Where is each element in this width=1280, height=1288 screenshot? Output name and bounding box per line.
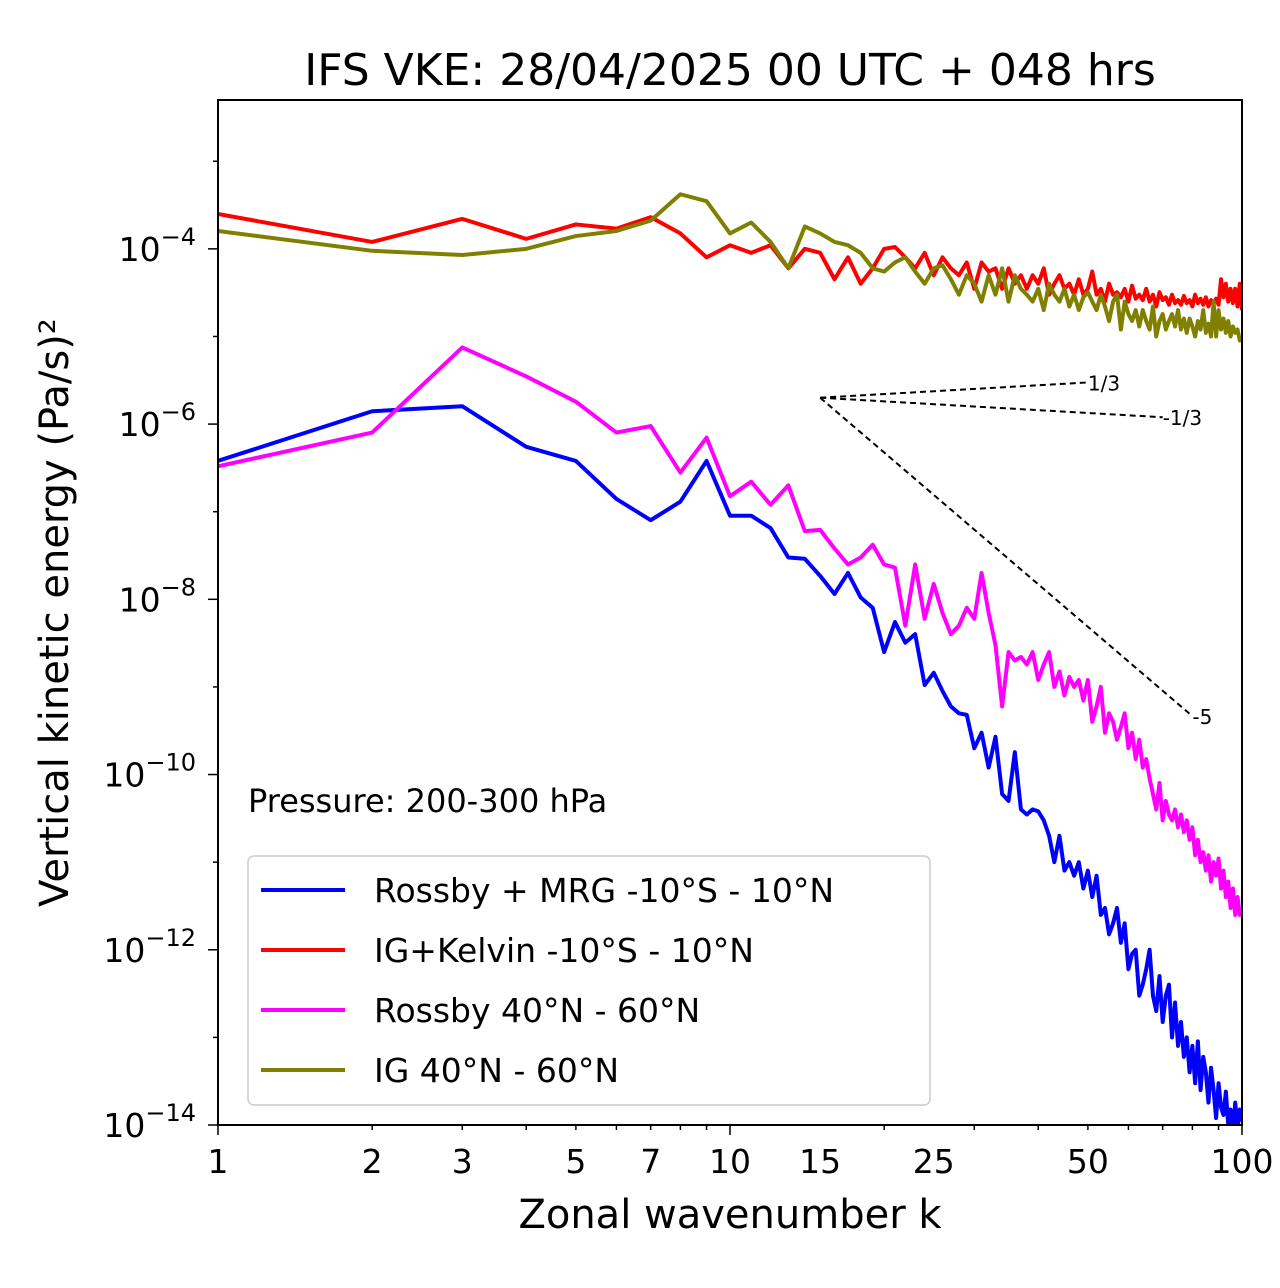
legend: Rossby + MRG -10°S - 10°N IG+Kelvin -10°…	[247, 855, 931, 1106]
x-tick-label: 5	[565, 1142, 586, 1181]
x-tick-label: 50	[1067, 1142, 1109, 1181]
x-tick-label: 25	[913, 1142, 955, 1181]
series-layer	[218, 192, 1242, 1125]
reference-slope-label-0: 1/3	[1088, 371, 1120, 395]
y-tick-label: 10−6	[119, 398, 196, 444]
y-tick-label: 10−4	[119, 223, 196, 269]
y-tick-label: 10−10	[103, 749, 196, 795]
reference-slopes: 1/3 -1/3 -5	[819, 371, 1212, 729]
y-tick-label: 10−14	[103, 1099, 196, 1145]
series-line-0	[218, 404, 1242, 1125]
x-tick-label: 100	[1211, 1142, 1274, 1181]
legend-box	[247, 855, 931, 1106]
series-line-2	[218, 345, 1242, 917]
y-tick-label: 10−8	[119, 573, 196, 619]
pressure-annotation: Pressure: 200-300 hPa	[248, 782, 607, 820]
reference-slope-line-1	[820, 396, 1163, 419]
reference-slope-label-2: -5	[1192, 705, 1212, 729]
x-tick-label: 10	[709, 1142, 751, 1181]
x-tick-label: 3	[452, 1142, 473, 1181]
x-tick-label: 7	[640, 1142, 661, 1181]
reference-slope-line-0	[820, 381, 1088, 399]
legend-label-ig-kelvin: IG+Kelvin -10°S - 10°N	[374, 931, 754, 970]
series-line-1	[218, 212, 1242, 311]
x-axis-label: Zonal wavenumber k	[518, 1192, 942, 1238]
chart-title: IFS VKE: 28/04/2025 00 UTC + 048 hrs	[304, 45, 1156, 96]
x-tick-label: 1	[208, 1142, 229, 1181]
y-axis-label: Vertical kinetic energy (Pa/s)²	[32, 318, 78, 907]
x-tick-label: 15	[799, 1142, 841, 1181]
reference-slope-line-2	[819, 396, 1194, 717]
axes: 1 2 3 5 7 10 15 25 50 100 10−14 10−12 10−10 10−8 10−6 1…	[32, 99, 1274, 1238]
y-tick-label: 10−12	[103, 924, 196, 970]
legend-label-rossby-midlat: Rossby 40°N - 60°N	[374, 991, 700, 1030]
legend-label-rossby-mrg: Rossby + MRG -10°S - 10°N	[374, 871, 834, 910]
legend-label-ig-midlat: IG 40°N - 60°N	[374, 1051, 619, 1090]
series-line-3	[218, 192, 1242, 343]
reference-slope-label-1: -1/3	[1163, 406, 1202, 430]
x-tick-label: 2	[362, 1142, 383, 1181]
